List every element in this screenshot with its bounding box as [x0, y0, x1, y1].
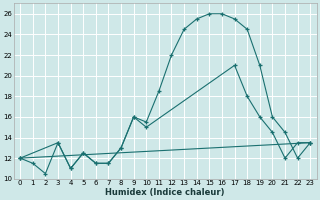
X-axis label: Humidex (Indice chaleur): Humidex (Indice chaleur) — [106, 188, 225, 197]
